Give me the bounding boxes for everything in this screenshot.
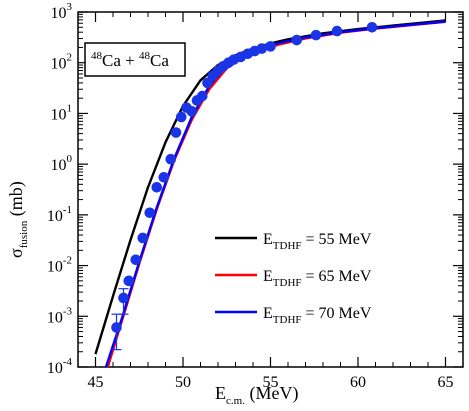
annotation-mass-2: 48 <box>139 50 151 62</box>
data-point <box>186 106 198 117</box>
x-tick-label: 45 <box>88 374 104 391</box>
annotation-text: 48Ca + 48Ca <box>91 50 169 70</box>
y-tick-label-exponent: 3 <box>67 1 73 13</box>
y-tick-label-exponent: 2 <box>67 52 73 64</box>
data-point <box>256 43 268 54</box>
x-tick-label: 60 <box>350 374 366 391</box>
data-point <box>130 254 142 266</box>
y-tick-label-base: 10 <box>51 106 67 123</box>
x-axis-title-main: E <box>215 383 226 403</box>
y-tick-label: 10-4 <box>47 356 73 377</box>
data-point <box>111 322 122 333</box>
data-point <box>310 29 322 41</box>
y-tick-label: 10-3 <box>47 305 73 326</box>
annotation-mass-1: 48 <box>91 50 103 62</box>
legend-label-main: E <box>263 231 273 248</box>
data-point <box>291 34 303 46</box>
y-tick-label: 10-2 <box>47 255 72 276</box>
y-tick-label-base: 10 <box>51 157 67 174</box>
x-tick-label: 65 <box>438 374 454 391</box>
legend-label-main: E <box>263 305 273 322</box>
y-tick-label-base: 10 <box>47 208 63 225</box>
y-tick-label: 102 <box>51 52 73 73</box>
data-point <box>165 153 177 165</box>
legend-label-sub: TDHF <box>273 240 302 252</box>
legend-label-sub: TDHF <box>273 277 302 289</box>
legend-label-1: ETDHF = 55 MeV <box>263 231 372 252</box>
y-tick-label: 101 <box>51 102 73 123</box>
legend-label-2: ETDHF = 65 MeV <box>263 268 372 289</box>
y-tick-label: 100 <box>51 153 73 174</box>
y-tick-label-exponent: 0 <box>67 153 73 165</box>
y-tick-label-exponent: -1 <box>63 204 72 216</box>
data-point <box>366 21 378 33</box>
data-point <box>331 25 343 37</box>
reaction-annotation: 48Ca + 48Ca <box>84 42 186 77</box>
annotation-box <box>84 42 186 77</box>
y-tick-label-exponent: -2 <box>63 255 72 267</box>
x-axis-title-unit: (MeV) <box>245 383 298 404</box>
y-axis-title: σfusion (mb) <box>6 181 30 258</box>
data-point <box>137 232 149 244</box>
data-point <box>151 181 163 193</box>
y-tick-label-base: 10 <box>47 309 63 326</box>
y-tick-label: 10-1 <box>47 204 72 225</box>
y-tick-label-base: 10 <box>51 56 67 73</box>
x-tick-label: 50 <box>175 374 191 391</box>
data-point <box>123 275 135 287</box>
y-tick-label-base: 10 <box>47 360 63 377</box>
legend-label-main: E <box>263 268 273 285</box>
annotation-element-2: Ca <box>150 51 169 70</box>
y-tick-label-base: 10 <box>51 5 67 22</box>
legend-label-value: = 65 MeV <box>302 268 372 285</box>
y-axis-title-main: σ <box>6 248 26 258</box>
annotation-element-1: Ca + <box>102 51 139 70</box>
x-axis-title: Ec.m. (MeV) <box>215 383 298 407</box>
data-point <box>196 90 208 102</box>
data-point <box>265 41 276 52</box>
data-point <box>158 172 170 183</box>
y-axis-title-sub: fusion <box>18 220 30 248</box>
legend-label-value: = 70 MeV <box>302 305 372 322</box>
x-tick-label: 55 <box>263 374 279 391</box>
data-point <box>170 127 182 138</box>
y-tick-label-exponent: -4 <box>63 356 73 368</box>
axis-ticks <box>77 11 464 368</box>
legend-label-sub: TDHF <box>273 314 302 326</box>
legend-label-value: = 55 MeV <box>302 231 372 248</box>
x-axis-title-sub: c.m. <box>226 395 245 407</box>
data-point <box>144 207 156 219</box>
y-axis-title-unit: (mb) <box>6 181 27 221</box>
y-tick-label-exponent: -3 <box>63 305 73 317</box>
data-point <box>118 292 129 304</box>
experimental-points <box>111 21 378 351</box>
data-point <box>175 111 187 123</box>
legend-label-3: ETDHF = 70 MeV <box>263 305 372 326</box>
y-tick-label-exponent: 1 <box>67 102 73 114</box>
y-tick-label: 103 <box>51 1 73 22</box>
y-tick-label-base: 10 <box>47 259 63 276</box>
